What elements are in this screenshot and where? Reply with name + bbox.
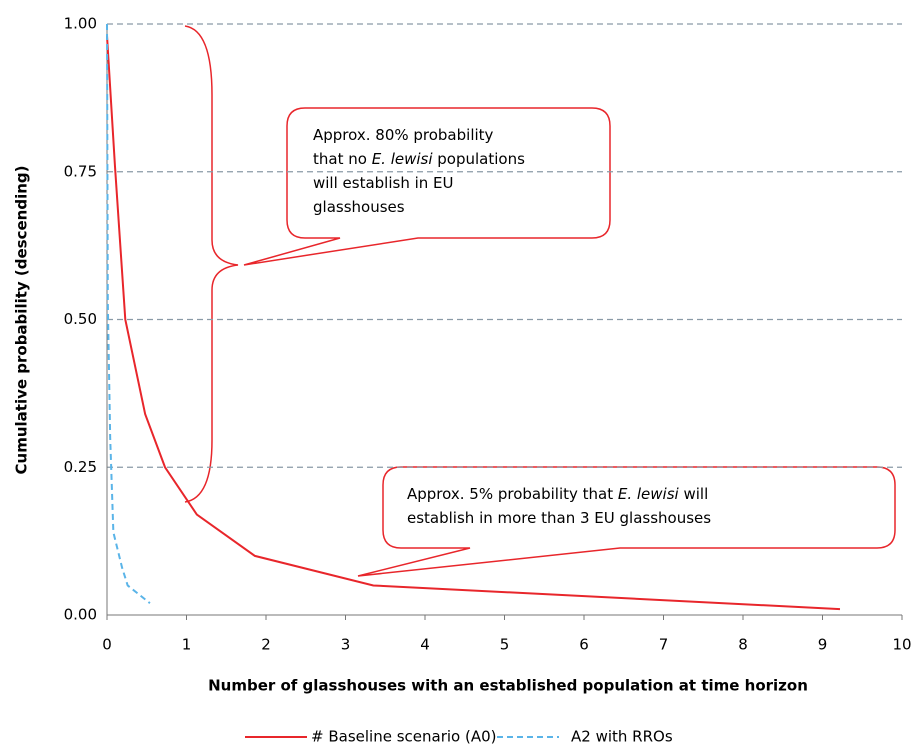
y-tick-label: 0.25 bbox=[64, 458, 97, 476]
annotation-text: will establish in EU bbox=[313, 174, 454, 192]
annotation-part: E. lewisi bbox=[618, 485, 680, 503]
x-axis-label: Number of glasshouses with an establishe… bbox=[208, 677, 808, 695]
annotation-part: populations bbox=[433, 150, 526, 168]
annotation-text: that no E. lewisi populations bbox=[313, 150, 525, 168]
annotation-part: that no bbox=[313, 150, 372, 168]
x-tick-label: 9 bbox=[818, 636, 828, 654]
x-tick-label: 8 bbox=[738, 636, 748, 654]
brace bbox=[184, 25, 239, 503]
annotation-text: establish in more than 3 EU glasshouses bbox=[407, 509, 711, 527]
annotation-part: Approx. 5% probability that bbox=[407, 485, 618, 503]
x-tick-label: 10 bbox=[892, 636, 911, 654]
y-tick-label: 1.00 bbox=[64, 15, 97, 33]
annotation-shapes bbox=[184, 25, 896, 577]
x-tick-label: 7 bbox=[659, 636, 669, 654]
x-tick-label: 6 bbox=[579, 636, 589, 654]
x-tick-label: 5 bbox=[500, 636, 510, 654]
callout-box bbox=[357, 466, 896, 577]
annotation-text: Approx. 5% probability that E. lewisi wi… bbox=[407, 485, 708, 503]
callout-box bbox=[243, 107, 611, 266]
y-tick-label: 0.75 bbox=[64, 162, 97, 180]
annotation-part: establish in more than 3 EU glasshouses bbox=[407, 509, 711, 527]
series-line bbox=[106, 35, 841, 611]
y-axis-label: Cumulative probability (descending) bbox=[13, 166, 31, 475]
annotation-text: glasshouses bbox=[313, 198, 405, 216]
x-tick-label: 1 bbox=[182, 636, 192, 654]
annotation-part: E. lewisi bbox=[372, 150, 434, 168]
series-line bbox=[106, 23, 151, 604]
legend-label: # Baseline scenario (A0) bbox=[311, 728, 496, 746]
x-tick-label: 2 bbox=[261, 636, 271, 654]
annotation-part: glasshouses bbox=[313, 198, 405, 216]
x-tick-label: 4 bbox=[420, 636, 430, 654]
annotation-part: Approx. 80% probability bbox=[313, 126, 494, 144]
y-tick-label: 0.50 bbox=[64, 310, 97, 328]
annotation-text: Approx. 80% probability bbox=[313, 126, 494, 144]
annotation-part: will establish in EU bbox=[313, 174, 454, 192]
legend-label: A2 with RROs bbox=[571, 728, 673, 746]
annotation-part: will bbox=[679, 485, 709, 503]
x-tick-label: 3 bbox=[341, 636, 351, 654]
y-tick-label: 0.00 bbox=[64, 606, 97, 624]
x-tick-label: 0 bbox=[102, 636, 112, 654]
